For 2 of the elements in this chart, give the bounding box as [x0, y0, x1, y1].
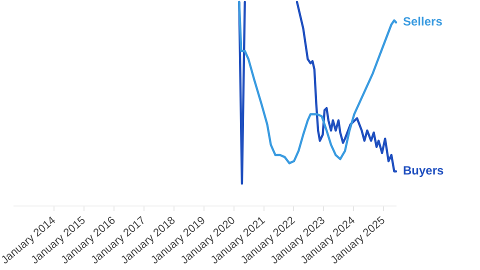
series-label: Buyers [403, 164, 444, 178]
series-label: Sellers [403, 14, 443, 29]
